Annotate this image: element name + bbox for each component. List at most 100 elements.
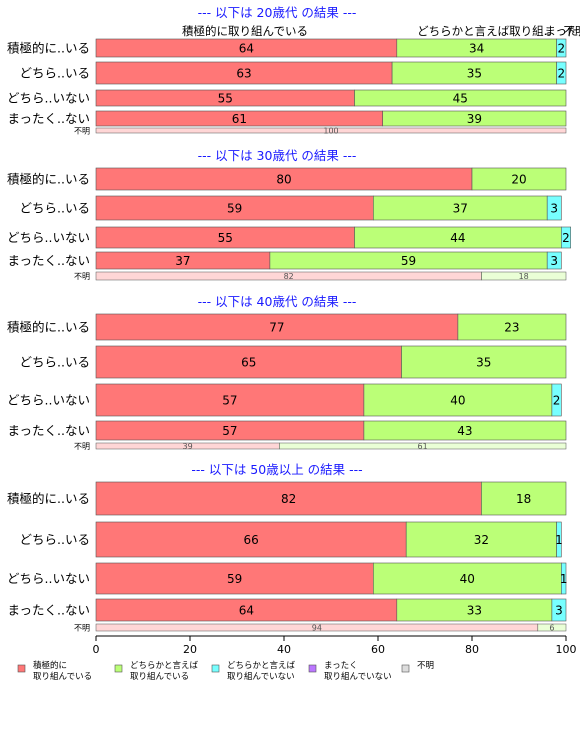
row-label: どちら..いる [20, 201, 90, 216]
legend-label: どちらかと言えば [227, 660, 296, 671]
unknown-data-label: 94 [312, 624, 322, 633]
unknown-data-label: 100 [323, 127, 338, 136]
unknown-row-label: 不明 [74, 624, 90, 633]
unknown-data-label: 6 [549, 624, 554, 633]
data-label: 18 [516, 492, 531, 506]
data-label: 35 [476, 356, 491, 370]
row-label: どちら..いる [20, 355, 90, 370]
row-label: 積極的に..いる [7, 320, 90, 335]
data-label: 2 [557, 42, 565, 56]
data-label: 57 [222, 394, 237, 408]
data-label: 61 [232, 112, 247, 126]
data-label: 55 [218, 92, 233, 106]
legend-swatch [402, 665, 409, 672]
data-label: 37 [175, 254, 190, 268]
data-label: 43 [457, 424, 472, 438]
data-label: 32 [474, 533, 489, 547]
legend-label: 取り組んでいない [227, 671, 295, 682]
data-label: 82 [281, 492, 296, 506]
row-label: まったく..ない [8, 603, 90, 618]
data-label: 3 [550, 202, 558, 216]
data-label: 64 [239, 42, 254, 56]
legend-swatch [212, 665, 219, 672]
data-label: 59 [401, 254, 416, 268]
legend-label: 積極的に [33, 660, 67, 671]
group-title: --- 以下は 20歳代 の結果 --- [198, 5, 357, 20]
data-label: 64 [239, 604, 254, 618]
row-label: どちら..いる [20, 532, 90, 547]
data-label: 1 [555, 533, 563, 547]
data-label: 35 [467, 67, 482, 81]
chart-group: --- 以下は 40歳代 の結果 --- 積極的に..いる 77 23 どちら..いる 6… [7, 294, 566, 451]
legend-item: 積極的に取り組んでいる [18, 660, 92, 682]
unknown-data-label: 82 [284, 272, 294, 281]
row-label: まったく..ない [8, 253, 90, 268]
legend-label: どちらかと言えば [130, 660, 199, 671]
header-label: どちらかと言えば取り組.. [417, 24, 551, 38]
x-tick-label: 100 [556, 643, 577, 656]
unknown-data-label: 18 [519, 272, 529, 281]
legend-label: 不明 [417, 661, 434, 671]
data-label: 59 [227, 202, 242, 216]
data-label: 63 [236, 67, 251, 81]
data-label: 57 [222, 424, 237, 438]
row-label: どちら..いない [7, 91, 90, 106]
data-label: 40 [460, 572, 475, 586]
data-label: 55 [218, 231, 233, 245]
row-label: どちら..いない [7, 230, 90, 245]
chart-group: --- 以下は 50歳以上 の結果 --- 積極的に..いる 82 18 どちら..いる… [7, 462, 567, 633]
data-label: 2 [557, 67, 565, 81]
x-tick-label: 20 [183, 643, 197, 656]
row-label: どちら..いない [7, 393, 90, 408]
header-label: 不明 [564, 24, 580, 38]
data-label: 2 [553, 394, 561, 408]
header-label: 積極的に取り組んでいる [182, 24, 308, 38]
data-label: 40 [450, 394, 465, 408]
data-label: 23 [504, 321, 519, 335]
data-label: 2 [562, 231, 570, 245]
data-label: 34 [469, 42, 484, 56]
x-tick-label: 80 [465, 643, 479, 656]
legend-label: 取り組んでいる [33, 671, 92, 682]
data-label: 20 [511, 173, 526, 187]
unknown-data-label: 39 [183, 442, 193, 451]
unknown-row-label: 不明 [74, 127, 90, 136]
row-label: 積極的に..いる [7, 41, 90, 56]
group-title: --- 以下は 50歳以上 の結果 --- [191, 462, 362, 477]
data-label: 3 [555, 604, 563, 618]
row-label: 積極的に..いる [7, 491, 90, 506]
data-label: 39 [467, 112, 482, 126]
x-tick-label: 60 [371, 643, 385, 656]
group-title: --- 以下は 30歳代 の結果 --- [198, 148, 357, 163]
legend-label: 取り組んでいる [130, 671, 189, 682]
legend-label: 取り組んでいない [324, 671, 392, 682]
data-label: 33 [467, 604, 482, 618]
data-label: 77 [269, 321, 284, 335]
data-label: 66 [243, 533, 258, 547]
legend-swatch [309, 665, 316, 672]
data-label: 45 [453, 92, 468, 106]
data-label: 3 [550, 254, 558, 268]
data-label: 65 [241, 356, 256, 370]
legend-swatch [18, 665, 25, 672]
x-tick-label: 0 [93, 643, 100, 656]
x-tick-label: 40 [277, 643, 291, 656]
legend-item: 不明 [402, 661, 434, 672]
unknown-row-label: 不明 [74, 442, 90, 451]
group-title: --- 以下は 40歳代 の結果 --- [198, 294, 357, 309]
legend-label: まったく [324, 661, 358, 671]
data-label: 44 [450, 231, 465, 245]
row-label: まったく..ない [8, 111, 90, 126]
data-label: 37 [453, 202, 468, 216]
unknown-row-label: 不明 [74, 272, 90, 281]
legend-swatch [115, 665, 122, 672]
data-label: 1 [560, 572, 568, 586]
data-label: 80 [276, 173, 291, 187]
row-label: どちら..いる [20, 66, 90, 81]
